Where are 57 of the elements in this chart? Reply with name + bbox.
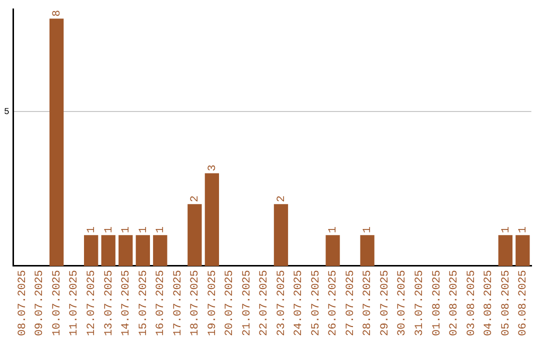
x-tick-label: 13.07.2025 <box>103 270 116 336</box>
data-label: 1 <box>138 226 150 234</box>
data-label: 1 <box>518 226 530 234</box>
x-tick-label: 06.08.2025 <box>518 270 530 336</box>
data-label: 1 <box>362 226 374 234</box>
x-tick-label: 18.07.2025 <box>190 270 202 336</box>
x-tick-label: 24.07.2025 <box>293 270 306 336</box>
x-tick-label: 22.07.2025 <box>258 270 271 336</box>
x-tick-label: 25.07.2025 <box>310 270 322 336</box>
x-tick-label: 28.07.2025 <box>362 270 374 336</box>
bar <box>136 235 150 266</box>
x-tick-label: 14.07.2025 <box>120 270 133 336</box>
bar <box>49 18 64 266</box>
data-label: 1 <box>328 226 340 234</box>
data-label: 1 <box>103 226 116 234</box>
x-tick-label: 04.08.2025 <box>483 270 496 336</box>
bar <box>101 235 116 266</box>
x-tick-label: 21.07.2025 <box>241 270 254 336</box>
x-tick-label: 03.08.2025 <box>466 270 478 336</box>
x-tick-label: 01.08.2025 <box>431 270 444 336</box>
x-tick-label: 09.07.2025 <box>34 270 46 336</box>
x-tick-label: 27.07.2025 <box>344 270 357 336</box>
x-tick-label: 02.08.2025 <box>448 270 461 336</box>
data-label: 1 <box>500 226 512 234</box>
data-label: 1 <box>155 226 168 234</box>
x-tick-label: 23.07.2025 <box>276 270 288 336</box>
bar <box>274 204 288 266</box>
x-tick-label: 12.07.2025 <box>86 270 98 336</box>
x-tick-label: 17.07.2025 <box>172 270 184 336</box>
x-tick-label: 26.07.2025 <box>328 270 340 336</box>
x-tick-label: 19.07.2025 <box>206 270 219 336</box>
bar <box>153 235 168 266</box>
x-tick-label: 10.07.2025 <box>51 270 64 336</box>
x-tick-label: 20.07.2025 <box>224 270 236 336</box>
data-label: 8 <box>51 10 64 17</box>
x-tick-label: 29.07.2025 <box>379 270 392 336</box>
bar <box>516 235 530 266</box>
y-tick-label: 5 <box>4 106 10 117</box>
x-tick-label: 31.07.2025 <box>414 270 426 336</box>
x-tick-label: 16.07.2025 <box>155 270 168 336</box>
bar <box>188 204 202 266</box>
bar <box>84 235 98 266</box>
bar <box>498 235 512 266</box>
data-label: 1 <box>86 226 98 234</box>
x-tick-label: 08.07.2025 <box>16 270 29 336</box>
bar <box>326 235 340 266</box>
x-tick-label: 05.08.2025 <box>500 270 512 336</box>
bar <box>118 235 133 266</box>
x-tick-label: 11.07.2025 <box>68 270 81 336</box>
data-label: 2 <box>190 196 202 202</box>
data-label: 2 <box>276 196 288 202</box>
data-label: 1 <box>120 226 133 234</box>
x-tick-label: 30.07.2025 <box>396 270 409 336</box>
data-label: 3 <box>206 164 219 172</box>
x-tick-label: 15.07.2025 <box>138 270 150 336</box>
bar <box>360 235 374 266</box>
bar <box>204 173 220 266</box>
